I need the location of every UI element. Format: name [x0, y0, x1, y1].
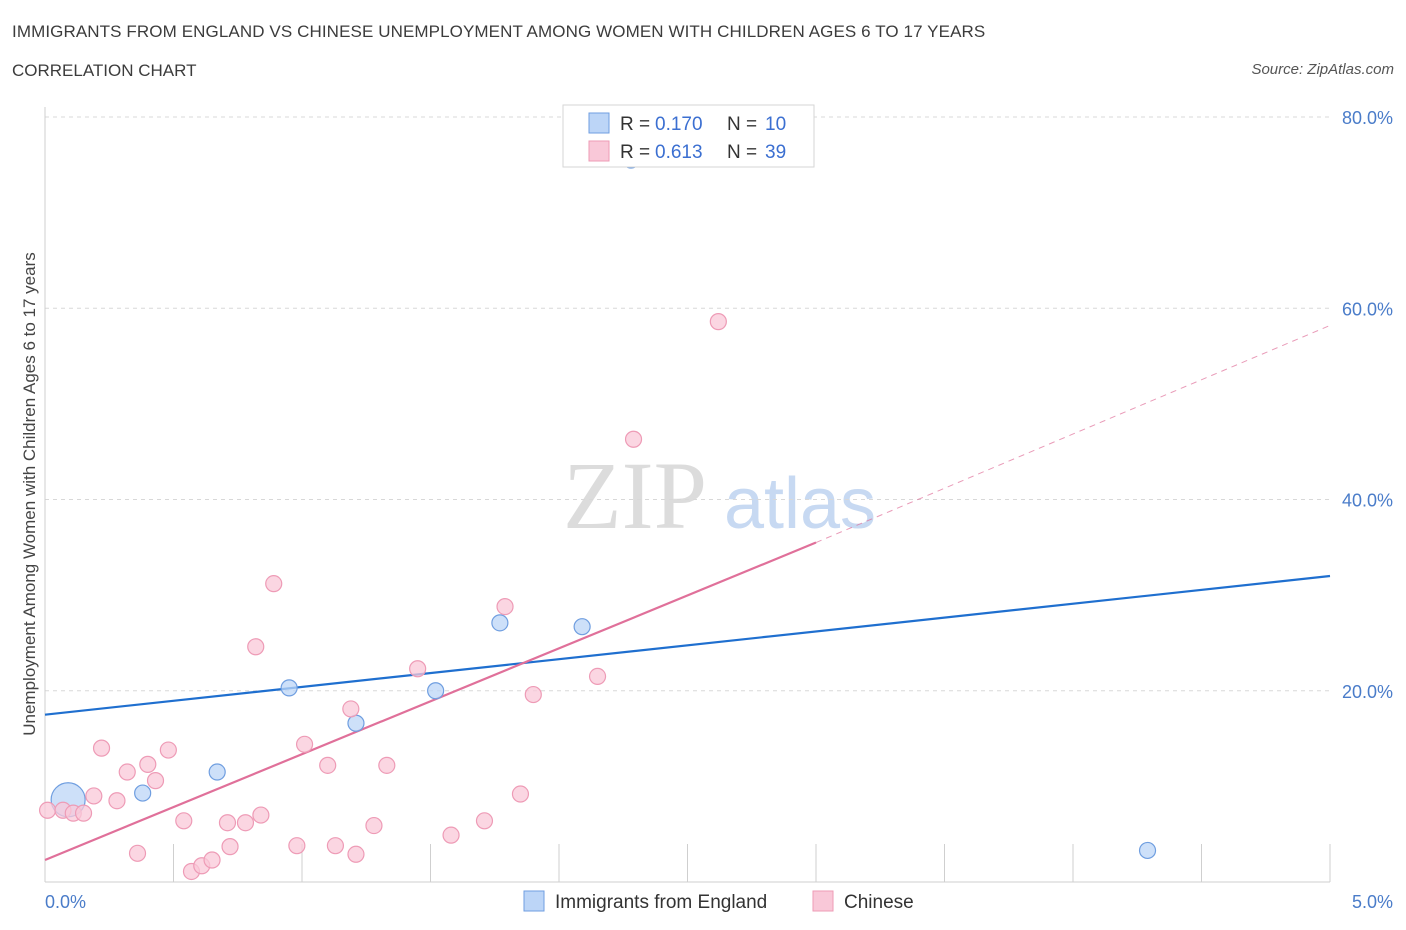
point-chinese	[524, 685, 542, 704]
bottom-legend: Immigrants from England Chinese	[523, 890, 914, 913]
point-chinese	[221, 838, 239, 856]
point-chinese	[319, 756, 337, 774]
trend-line-england	[44, 574, 1331, 716]
y-tick-label: 40.0%	[1342, 491, 1393, 511]
point-chinese	[288, 837, 306, 855]
point-chinese	[347, 845, 365, 863]
point-chinese	[295, 735, 314, 753]
legend: R = 0.170 N = 10 R = 0.613 N = 39	[562, 104, 815, 168]
point-chinese	[442, 826, 460, 844]
point-england	[134, 784, 152, 802]
y-tick-label: 80.0%	[1342, 108, 1393, 128]
point-chinese	[74, 804, 93, 822]
point-chinese	[85, 787, 103, 805]
point-chinese	[92, 739, 111, 757]
point-chinese	[326, 837, 345, 855]
point-chinese	[342, 700, 360, 718]
chart-source: Source: ZipAtlas.com	[1251, 61, 1394, 78]
point-chinese	[128, 844, 147, 862]
point-chinese	[146, 772, 165, 790]
point-england	[280, 679, 298, 697]
y-tick-label: 60.0%	[1342, 299, 1393, 319]
legend-n-label: N =	[727, 114, 757, 135]
trend-line-extension-chinese	[815, 325, 1331, 543]
point-england	[347, 714, 365, 732]
point-england	[491, 614, 509, 632]
point-chinese	[175, 812, 193, 830]
legend-r-value: 0.613	[655, 142, 703, 163]
point-chinese	[108, 792, 126, 810]
data-points	[38, 151, 1157, 881]
watermark-atlas: atlas	[724, 464, 876, 544]
point-chinese	[159, 741, 177, 759]
legend-n-value: 39	[765, 142, 786, 163]
chart-subtitle: CORRELATION CHART	[12, 61, 197, 80]
bottom-legend-swatch-england	[523, 890, 545, 912]
point-chinese	[252, 806, 270, 824]
point-chinese	[709, 313, 727, 331]
point-chinese	[588, 667, 607, 686]
watermark: ZIP atlas	[563, 442, 876, 549]
legend-row-england: R = 0.170 N = 10	[588, 112, 786, 135]
tick-labels: 20.0% 40.0% 60.0% 80.0% 0.0% 5.0%	[45, 108, 1393, 912]
point-chinese	[247, 638, 265, 656]
point-chinese	[139, 755, 157, 773]
point-chinese	[118, 763, 136, 781]
legend-n-value: 10	[765, 114, 786, 135]
chart-title: IMMIGRANTS FROM ENGLAND VS CHINESE UNEMP…	[12, 22, 986, 41]
watermark-zip: ZIP	[563, 442, 707, 549]
legend-row-chinese: R = 0.613 N = 39	[588, 140, 786, 163]
point-chinese	[475, 812, 494, 830]
grid-lines	[45, 116, 1330, 692]
point-chinese	[511, 785, 530, 803]
trend-lines	[44, 325, 1331, 862]
bottom-legend-item-chinese[interactable]: Chinese	[812, 890, 914, 913]
point-chinese	[218, 814, 237, 832]
bottom-legend-label-chinese: Chinese	[844, 892, 914, 913]
legend-r-label: R =	[620, 114, 650, 135]
point-chinese	[409, 660, 427, 678]
point-chinese	[236, 814, 255, 832]
point-chinese	[365, 816, 383, 835]
point-chinese	[378, 756, 396, 774]
bottom-legend-swatch-chinese	[812, 890, 834, 912]
legend-swatch-chinese	[588, 140, 610, 162]
trend-line-chinese	[44, 541, 817, 862]
x-tick-label: 5.0%	[1352, 892, 1393, 912]
point-chinese	[203, 851, 221, 869]
point-chinese	[496, 597, 514, 616]
bottom-legend-item-england[interactable]: Immigrants from England	[523, 890, 767, 913]
legend-r-value: 0.170	[655, 114, 703, 135]
legend-swatch-england	[588, 112, 610, 134]
y-tick-label: 20.0%	[1342, 682, 1393, 702]
point-chinese	[38, 801, 57, 819]
point-chinese	[265, 575, 283, 593]
bottom-legend-label-england: Immigrants from England	[555, 892, 767, 913]
point-england	[1138, 841, 1157, 860]
point-england	[208, 763, 226, 781]
legend-r-label: R =	[620, 142, 650, 163]
point-england	[573, 618, 591, 636]
y-axis-label: Unemployment Among Women with Children A…	[20, 252, 39, 736]
point-england	[427, 682, 445, 700]
legend-n-label: N =	[727, 142, 757, 163]
x-tick-label: 0.0%	[45, 892, 86, 912]
point-chinese	[624, 430, 643, 448]
